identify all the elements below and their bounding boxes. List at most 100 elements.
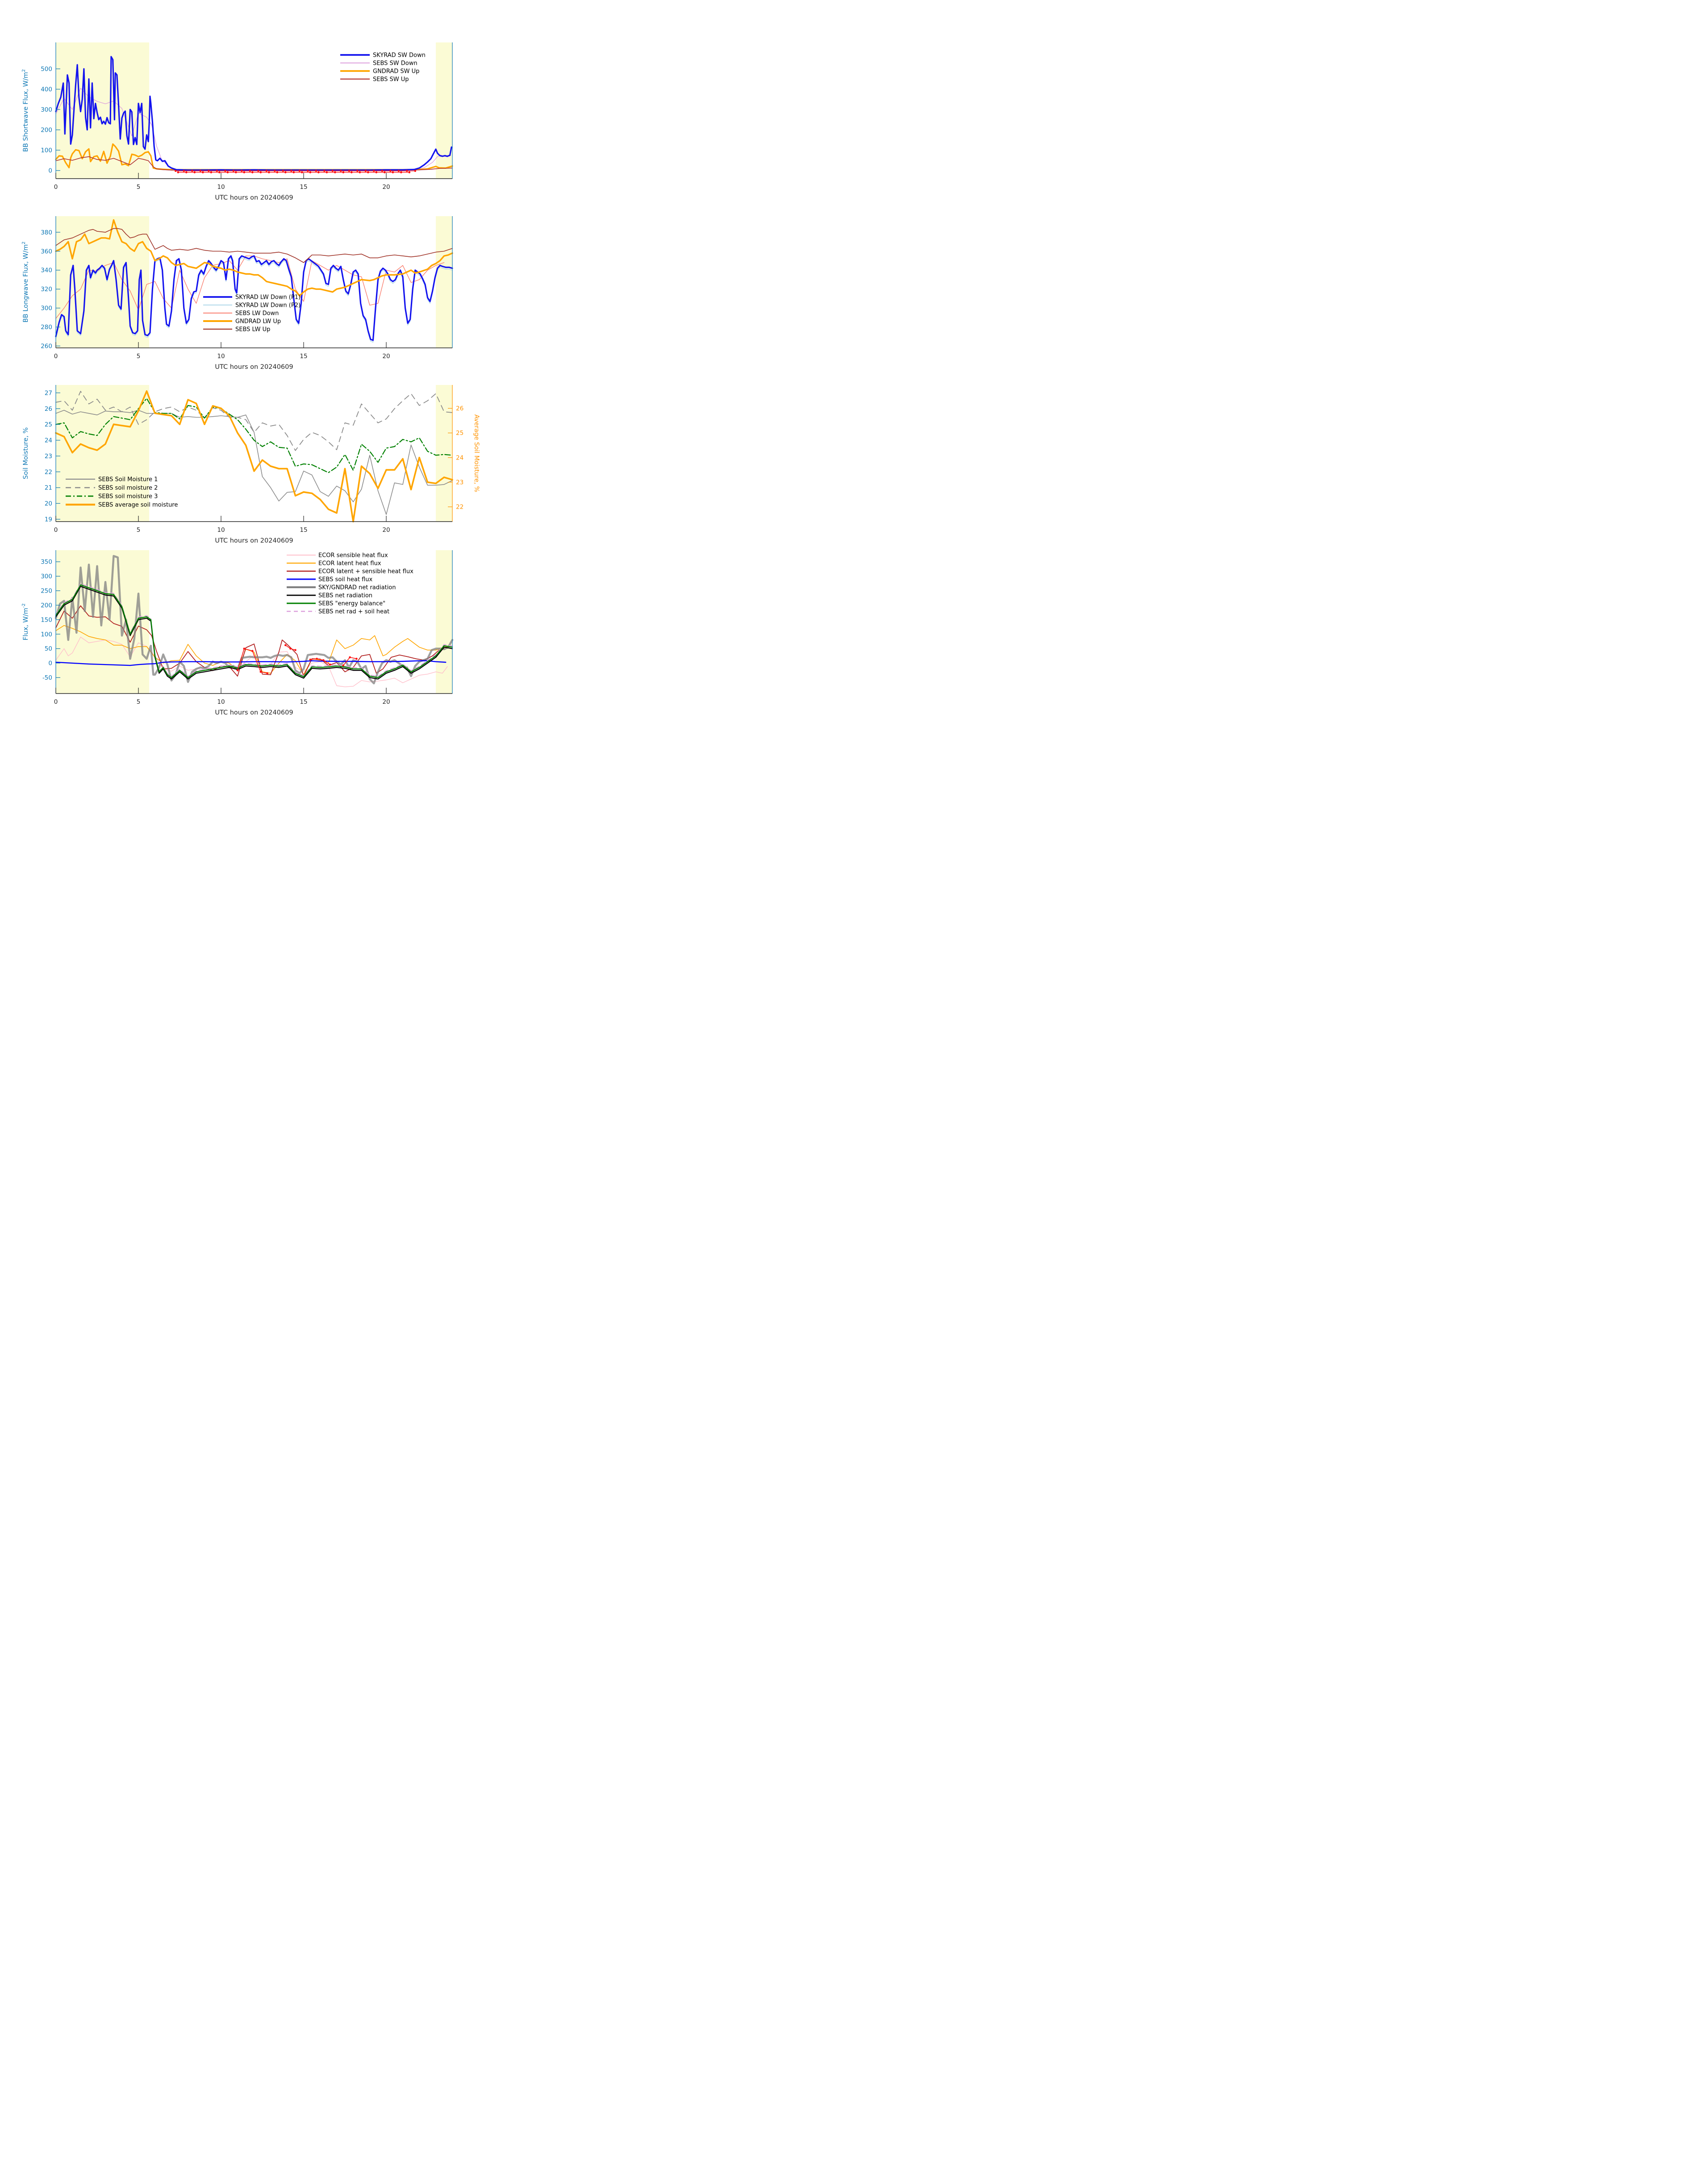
y-axis-label: Flux, W/m-2 <box>21 603 29 640</box>
x-tick-label: 20 <box>382 353 390 360</box>
series-flagged-data-red-markers-row-near-0 <box>175 170 417 172</box>
series-sebs-soil-heat-flux <box>55 660 447 666</box>
x-tick-label: 5 <box>137 698 141 706</box>
series-ecor-sensible-heat-flux <box>55 636 448 687</box>
radiation-flux-figure: 0 100 200 300 400 500 0 5 10 15 20 UTC hours on 202… <box>0 0 569 726</box>
x-tick-label: 15 <box>300 698 307 706</box>
y-tick-label: 22 <box>45 468 52 476</box>
y-axis-label: BB Shortwave Flux, W/m2 <box>21 69 29 152</box>
x-tick-label: 0 <box>54 353 58 360</box>
legend-label: ECOR sensible heat flux <box>318 552 388 559</box>
x-tick-label: 15 <box>300 353 307 360</box>
y-tick-label: 24 <box>45 437 52 444</box>
y-tick-label: 360 <box>41 248 52 255</box>
series-sebs-lw-up <box>55 228 453 263</box>
panel-bb-shortwave-flux: 0 100 200 300 400 500 0 5 10 15 20 UTC hours on 202… <box>21 42 453 201</box>
x-tick-label: 15 <box>300 526 307 534</box>
x-tick-label: 5 <box>137 526 141 534</box>
y-tick-label: 27 <box>45 389 52 397</box>
y-axis-label: Soil Moisture, % <box>22 427 29 479</box>
y-tick-label: 0 <box>48 660 52 667</box>
axes-bb-longwave-flux: 260 280 300 320 340 360 380 0 5 10 15 20 UTC hours o… <box>41 216 453 371</box>
x-tick-label: 5 <box>137 353 141 360</box>
x-tick-label: 20 <box>382 184 390 191</box>
x-tick-label: 20 <box>382 526 390 534</box>
series-flagged-data-red-markers-row-below-0 <box>177 171 411 174</box>
legend-label: SEBS LW Up <box>235 326 270 333</box>
series-sebs-average-soil-moisture <box>55 390 453 522</box>
series-sebs-soil-moisture-3 <box>55 398 453 473</box>
y-tick-label: 500 <box>41 66 52 73</box>
right-y-tick-label: 23 <box>456 479 464 486</box>
axes-surface-energy-flux: -50 0 50 100 150 200 250 300 350 0 5 10 15 20 UTC hour… <box>41 550 453 716</box>
x-axis-label: UTC hours on 20240609 <box>215 194 293 201</box>
y-tick-label: 100 <box>41 147 52 154</box>
y-tick-label: 50 <box>45 645 52 652</box>
legend-label: GNDRAD LW Up <box>235 318 281 325</box>
legend-label: SEBS soil moisture 2 <box>98 485 158 492</box>
legend-label: SKY/GNDRAD net radiation <box>318 585 396 591</box>
axes-soil-moisture: 19 20 21 22 23 24 25 26 27 22 23 24 25 26 Average Soil… <box>45 385 480 544</box>
x-axis-label: UTC hours on 20240609 <box>215 364 293 371</box>
right-y-tick-label: 24 <box>456 454 464 461</box>
x-tick-label: 0 <box>54 184 58 191</box>
x-tick-label: 10 <box>217 353 225 360</box>
axes-bb-shortwave-flux: 0 100 200 300 400 500 0 5 10 15 20 UTC hours on 202… <box>41 42 453 201</box>
legend-label: SEBS average soil moisture <box>98 502 178 509</box>
legend-label: SEBS Soil Moisture 1 <box>98 476 158 483</box>
y-tick-label: 300 <box>41 573 52 580</box>
right-y-tick-label: 26 <box>456 405 464 412</box>
y-tick-label: 280 <box>41 324 52 331</box>
y-tick-label: 23 <box>45 453 52 460</box>
series-sebs-sw-up <box>55 156 453 171</box>
legend-bb-longwave-flux: SKYRAD LW Down (P1)SKYRAD LW Down (P2)SE… <box>203 294 301 333</box>
y-tick-label: 260 <box>41 343 52 350</box>
legend-label: SEBS LW Down <box>235 310 279 317</box>
legend-label: ECOR latent + sensible heat flux <box>318 568 413 575</box>
y-tick-label: 340 <box>41 267 52 274</box>
legend-label: SEBS net rad + soil heat <box>318 609 389 615</box>
series-flagged-data-red-markers <box>236 644 358 674</box>
y-tick-label: 0 <box>48 167 52 175</box>
y-tick-label: 150 <box>41 616 52 623</box>
y-tick-label: 19 <box>45 516 52 523</box>
x-tick-label: 5 <box>137 184 141 191</box>
y-tick-label: 400 <box>41 86 52 93</box>
legend-label: SEBS "energy balance" <box>318 601 385 607</box>
y-tick-label: 200 <box>41 602 52 609</box>
legend-label: SKYRAD SW Down <box>373 52 426 59</box>
y-tick-label: 20 <box>45 500 52 507</box>
x-tick-label: 20 <box>382 698 390 706</box>
y-axis-label: BB Longwave Flux, W/m2 <box>21 242 29 323</box>
legend-label: ECOR latent heat flux <box>318 560 381 567</box>
series-sebs-soil-moisture-2 <box>55 391 453 451</box>
series-skyrad-sw-down <box>55 56 452 171</box>
panel-soil-moisture: 19 20 21 22 23 24 25 26 27 22 23 24 25 26 Average Soil… <box>22 385 480 544</box>
y-tick-label: 21 <box>45 485 52 492</box>
night-shading-bands <box>56 385 452 522</box>
y-tick-label: 100 <box>41 631 52 638</box>
y-tick-label: 250 <box>41 588 52 595</box>
panel-surface-energy-flux: -50 0 50 100 150 200 250 300 350 0 5 10 15 20 UTC hour… <box>21 550 454 716</box>
x-axis-label: UTC hours on 20240609 <box>215 537 293 544</box>
y-tick-label: 200 <box>41 126 52 134</box>
legend-label: GNDRAD SW Up <box>373 68 419 75</box>
legend-label: SEBS soil moisture 3 <box>98 493 158 500</box>
series-ecor-latent-sensible-heat-flux <box>55 605 445 677</box>
x-tick-label: 15 <box>300 184 307 191</box>
series-gndrad-lw-up <box>55 219 453 297</box>
series-sebs-lw-down <box>55 255 445 319</box>
legend-label: SEBS net radiation <box>318 593 372 599</box>
legend-label: SKYRAD LW Down (P1) <box>235 294 301 301</box>
y-tick-label: 25 <box>45 421 52 428</box>
x-tick-label: 10 <box>217 184 225 191</box>
y-tick-label: 300 <box>41 106 52 113</box>
series-skyrad-lw-down-p1 <box>55 255 453 341</box>
x-tick-label: 10 <box>217 698 225 706</box>
y-tick-label: 320 <box>41 286 52 293</box>
series-skyrad-lw-down-p2 <box>55 257 453 343</box>
series-sky-gndrad-net-radiation <box>54 555 454 685</box>
